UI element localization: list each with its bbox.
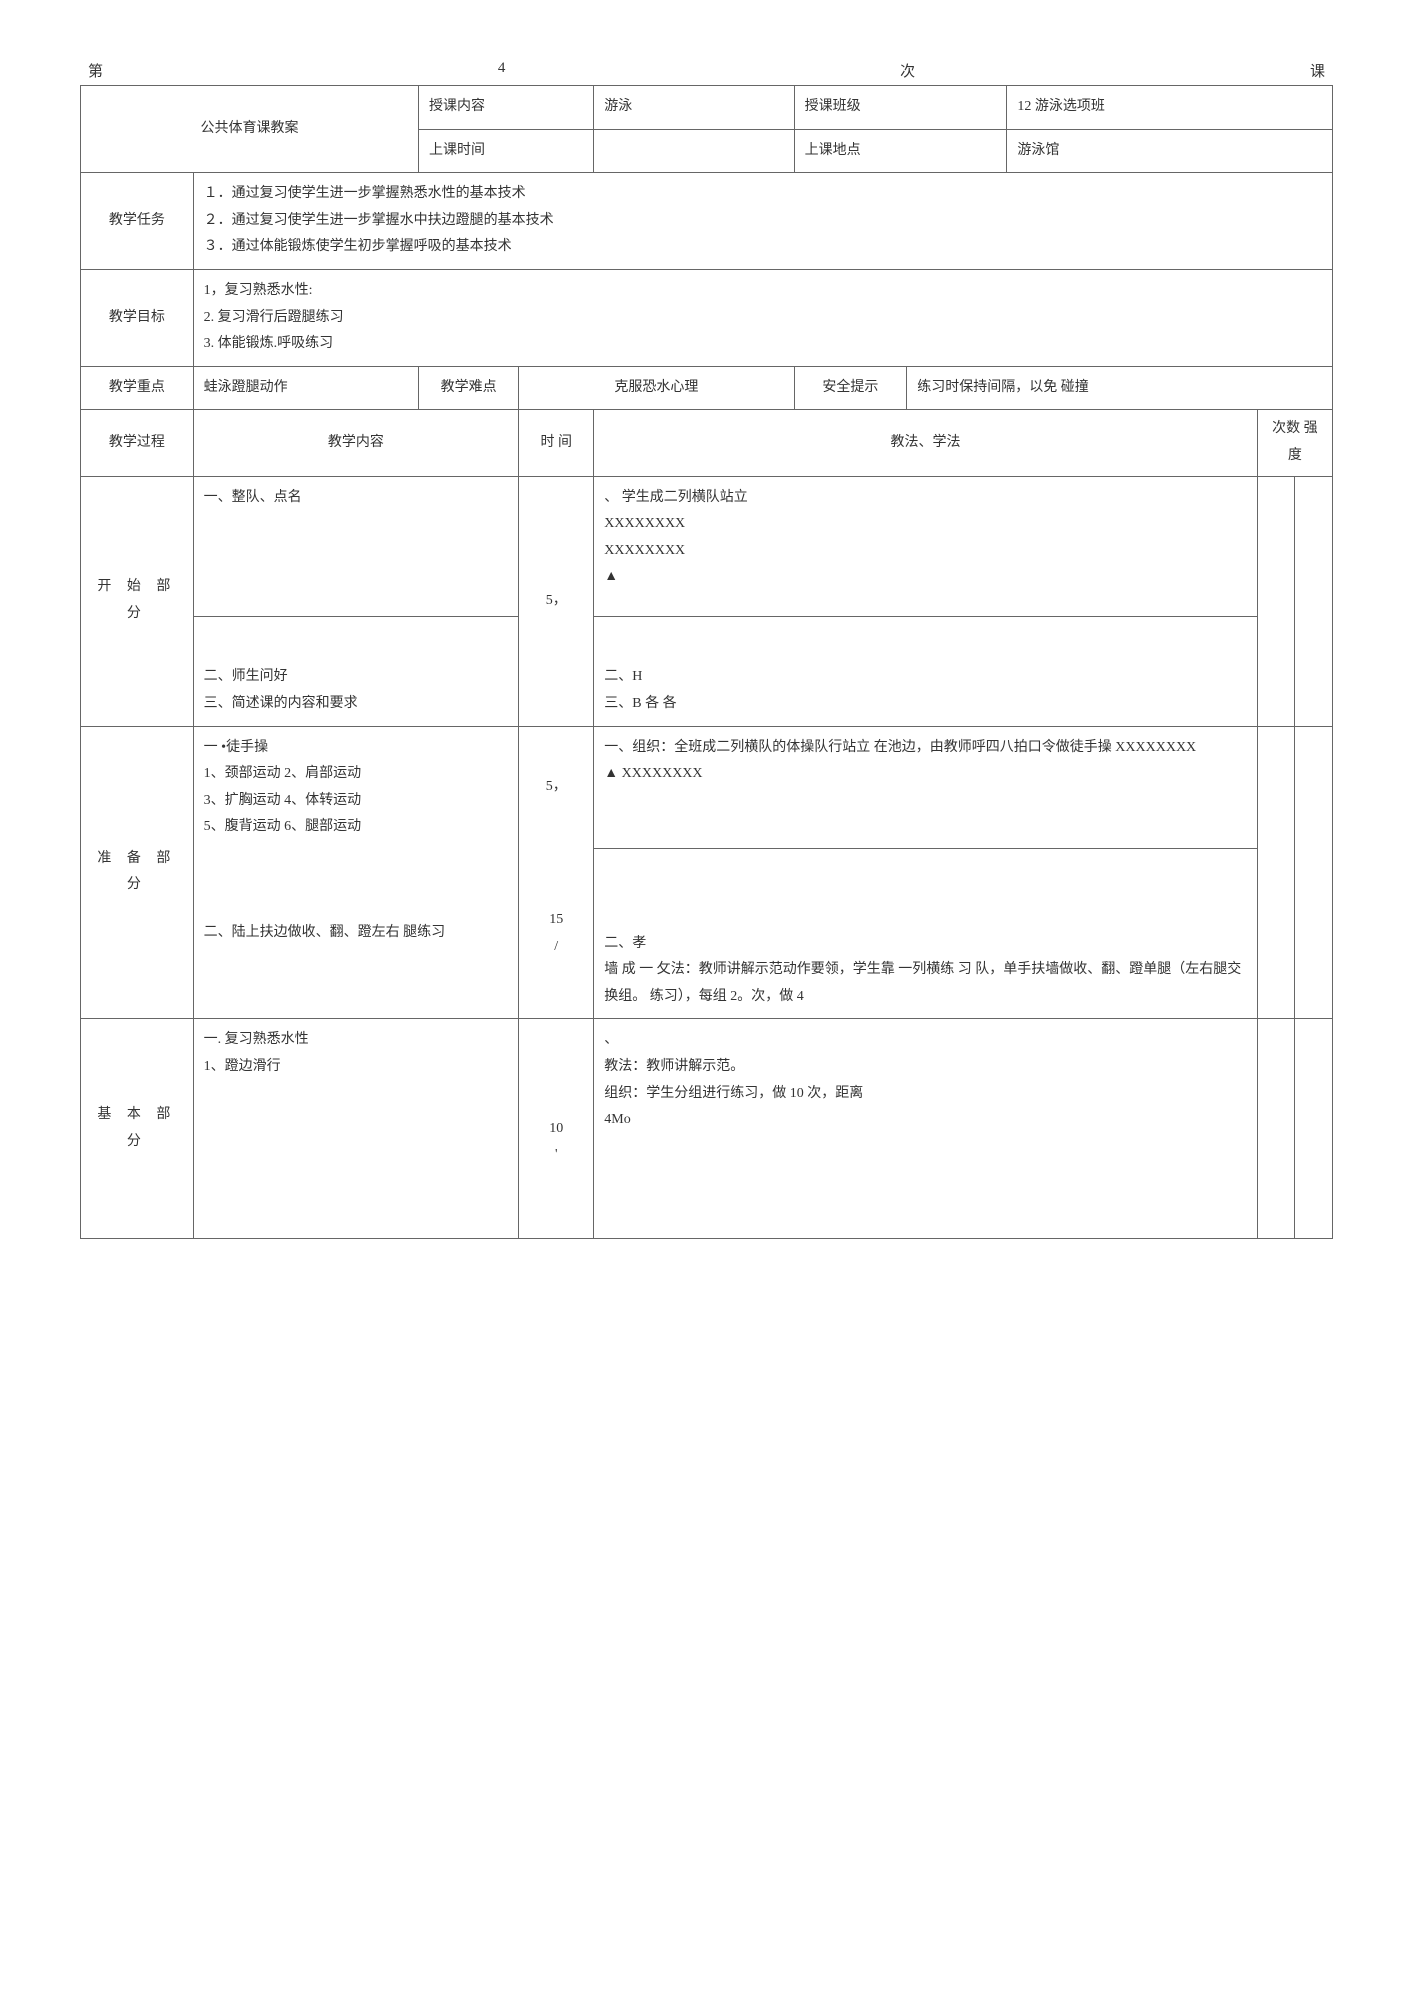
section-basic: 基 本 部 分 [81, 1019, 194, 1239]
goals-content: 1，复习熟悉水性: 2. 复习滑行后蹬腿练习 3. 体能锻炼.呼吸练习 [193, 269, 1332, 366]
label-place: 上课地点 [794, 129, 1007, 173]
value-place: 游泳馆 [1007, 129, 1333, 173]
lesson-plan-table: 公共体育课教案 授课内容 游泳 授课班级 12 游泳选项班 上课时间 上课地点 … [80, 85, 1333, 1239]
prep-intensity [1295, 726, 1333, 1019]
basic-intensity [1295, 1019, 1333, 1239]
label-difficulty: 教学难点 [419, 366, 519, 410]
start-intensity [1295, 476, 1333, 726]
label-focus: 教学重点 [81, 366, 194, 410]
value-time [594, 129, 794, 173]
basic-content: 一. 复习熟悉水性 1、蹬边滑行 [193, 1019, 519, 1239]
prep-time-a: 5， [519, 726, 594, 849]
prep-count [1257, 726, 1295, 1019]
proc-h4: 教法、学法 [594, 410, 1258, 476]
start-count [1257, 476, 1295, 726]
doc-title: 公共体育课教案 [81, 86, 419, 173]
prep-method-b: 二、孝 墙 成 一 攵法：教师讲解示范动作要领，学生靠 一列横练 习 队，单手扶… [594, 849, 1258, 1019]
basic-count [1257, 1019, 1295, 1239]
label-class: 授课班级 [794, 86, 1007, 130]
header-ci: 次 [900, 60, 915, 81]
label-content: 授课内容 [419, 86, 594, 130]
value-content: 游泳 [594, 86, 794, 130]
label-safety: 安全提示 [794, 366, 907, 410]
header-left: 第 [88, 60, 103, 81]
prep-content-a: 一 •徒手操 1、颈部运动 2、肩部运动 3、扩胸运动 4、体转运动 5、腹背运… [193, 726, 519, 849]
value-difficulty: 克服恐水心理 [519, 366, 794, 410]
proc-h2: 教学内容 [193, 410, 519, 476]
section-prep: 准 备 部 分 [81, 726, 194, 1019]
label-tasks: 教学任务 [81, 173, 194, 270]
prep-time-b: 15 / [519, 849, 594, 1019]
label-time: 上课时间 [419, 129, 594, 173]
prep-method-a: 一、组织：全班成二列横队的体操队行站立 在池边，由教师呼四八拍口令做徒手操 XX… [594, 726, 1258, 849]
proc-h3: 时 间 [519, 410, 594, 476]
section-start: 开 始 部 分 [81, 476, 194, 726]
start-time-a: 5， [519, 476, 594, 726]
value-focus: 蛙泳蹬腿动作 [193, 366, 418, 410]
header-ke: 课 [1310, 60, 1325, 81]
basic-time: 10 ' [519, 1019, 594, 1239]
tasks-content: １．通过复习使学生进一步掌握熟悉水性的基本技术 ２．通过复习使学生进一步掌握水中… [193, 173, 1332, 270]
proc-h1: 教学过程 [81, 410, 194, 476]
start-method-a: 、 学生成二列横队站立 XXXXXXXX XXXXXXXX ▲ [594, 476, 1258, 616]
start-content-a: 一、整队、点名 [193, 476, 519, 616]
prep-content-b: 二、陆上扶边做收、翻、蹬左右 腿练习 [193, 849, 519, 1019]
value-class: 12 游泳选项班 [1007, 86, 1333, 130]
basic-method: 、 教法：教师讲解示范。 组织：学生分组进行练习，做 10 次，距离 4Mo [594, 1019, 1258, 1239]
start-content-b: 二、师生问好 三、简述课的内容和要求 [193, 616, 519, 726]
proc-h5: 次数 强度 [1257, 410, 1332, 476]
header-num: 4 [498, 60, 506, 81]
start-method-b: 二、H 三、B 各 各 [594, 616, 1258, 726]
label-goals: 教学目标 [81, 269, 194, 366]
value-safety: 练习时保持间隔，以免 碰撞 [907, 366, 1333, 410]
